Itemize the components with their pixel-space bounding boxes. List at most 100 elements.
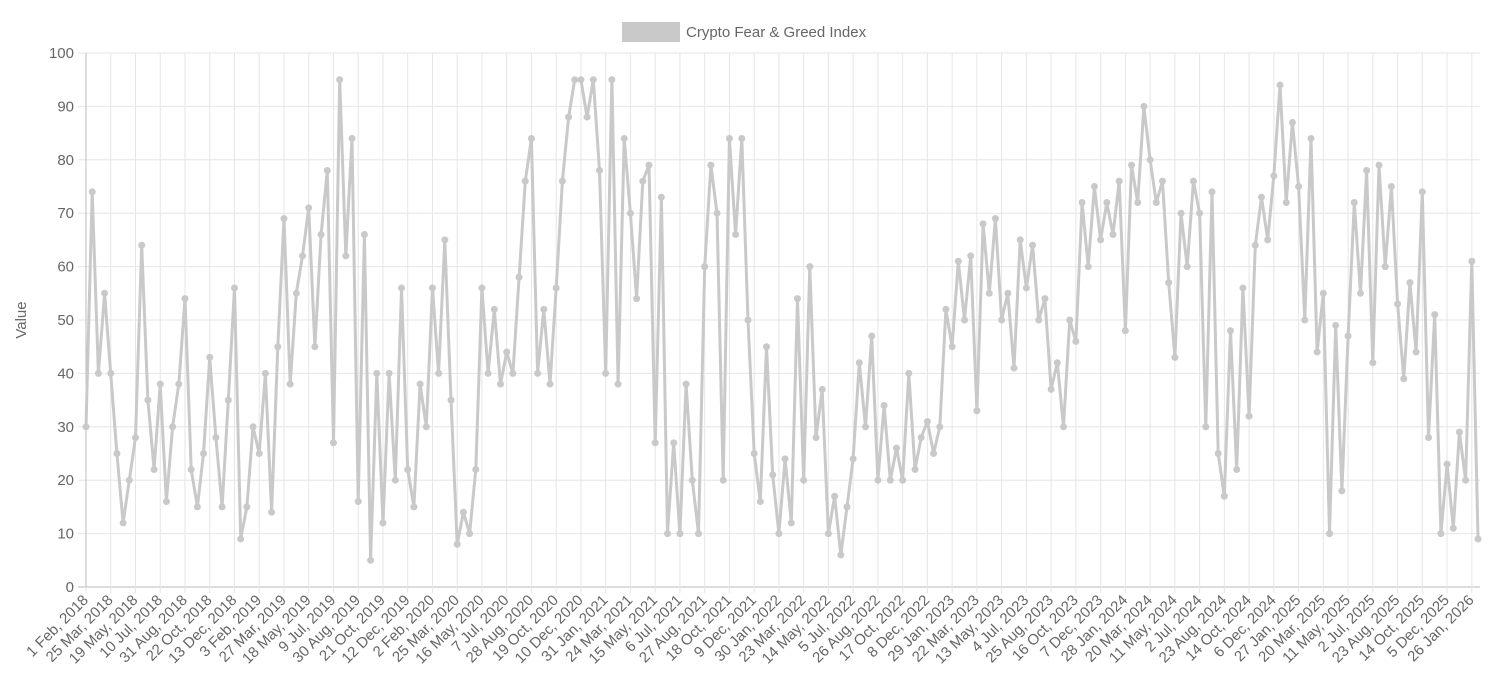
data-point — [1468, 257, 1476, 265]
data-point — [744, 316, 752, 324]
data-point — [342, 252, 350, 260]
data-point — [509, 369, 517, 377]
data-point — [1146, 156, 1154, 164]
data-point — [868, 332, 876, 340]
data-line — [84, 78, 1480, 562]
data-point — [775, 530, 783, 538]
data-point — [732, 231, 740, 239]
data-point — [620, 134, 628, 142]
data-point — [1121, 327, 1129, 335]
data-point — [1245, 412, 1253, 420]
data-point — [738, 134, 746, 142]
data-point — [1356, 289, 1364, 297]
data-point — [763, 343, 771, 351]
data-point — [1264, 236, 1272, 244]
y-tick-label: 100 — [49, 45, 74, 62]
data-point — [329, 439, 337, 447]
data-point — [1158, 177, 1166, 185]
data-point — [595, 166, 603, 174]
data-point — [589, 76, 597, 84]
data-point — [558, 177, 566, 185]
data-point — [317, 231, 325, 239]
data-point — [292, 289, 300, 297]
data-point — [979, 220, 987, 228]
data-point — [571, 76, 579, 84]
data-point — [1189, 177, 1197, 185]
data-point — [1276, 81, 1284, 89]
data-point — [1183, 263, 1191, 271]
data-point — [1270, 172, 1278, 180]
y-tick-label: 40 — [57, 365, 74, 382]
data-point — [131, 433, 139, 441]
data-point — [682, 380, 690, 388]
data-point — [608, 76, 616, 84]
data-point — [1369, 359, 1377, 367]
data-point — [1010, 364, 1018, 372]
data-point — [379, 519, 387, 527]
data-point — [769, 471, 777, 479]
y-tick-label: 80 — [57, 152, 74, 169]
data-point — [750, 450, 758, 457]
data-point — [1319, 289, 1327, 297]
data-point — [1394, 300, 1402, 308]
data-point — [948, 343, 956, 351]
data-point — [230, 284, 238, 292]
data-point — [1196, 209, 1204, 217]
data-point — [521, 177, 529, 185]
data-point — [930, 450, 938, 457]
data-point — [1455, 428, 1463, 436]
data-point — [1363, 166, 1371, 174]
data-point — [688, 476, 696, 484]
data-point — [261, 369, 269, 377]
data-point — [614, 380, 622, 388]
data-point — [360, 231, 368, 239]
data-point — [206, 353, 214, 361]
data-point — [354, 498, 362, 506]
data-point — [274, 343, 282, 351]
data-point — [1375, 161, 1383, 169]
data-point — [1387, 183, 1395, 190]
data-point — [1115, 177, 1123, 185]
data-point — [806, 263, 814, 271]
data-point — [1053, 359, 1061, 367]
data-point — [664, 530, 672, 538]
data-point — [905, 369, 913, 377]
data-point — [1307, 134, 1315, 142]
data-point — [837, 551, 845, 559]
data-point — [156, 380, 164, 388]
data-point — [565, 113, 573, 121]
data-point — [725, 134, 733, 142]
data-point — [1134, 199, 1142, 207]
data-point — [991, 215, 999, 223]
data-point — [540, 305, 548, 313]
data-point — [243, 503, 251, 511]
data-point — [1332, 321, 1340, 329]
data-point — [224, 396, 232, 404]
data-point — [1041, 295, 1049, 303]
data-point — [1251, 241, 1259, 249]
data-point — [577, 76, 585, 84]
data-point — [453, 540, 461, 548]
data-point — [1431, 311, 1439, 319]
data-point — [82, 423, 90, 431]
data-point — [428, 284, 436, 292]
data-point — [94, 369, 102, 377]
data-point — [849, 455, 857, 463]
data-point — [1090, 183, 1098, 190]
data-point — [1425, 433, 1433, 441]
data-point — [546, 380, 554, 388]
data-point — [1437, 530, 1445, 538]
data-point — [793, 295, 801, 303]
data-point — [404, 466, 412, 474]
y-tick-label: 50 — [57, 312, 74, 329]
data-point — [459, 508, 467, 516]
data-point — [1350, 199, 1358, 207]
data-point — [1313, 348, 1321, 356]
y-tick-label: 90 — [57, 98, 74, 115]
data-point — [713, 209, 721, 217]
data-point — [1418, 188, 1426, 196]
data-point — [187, 466, 195, 474]
data-point — [855, 359, 863, 367]
data-point — [1004, 289, 1012, 297]
